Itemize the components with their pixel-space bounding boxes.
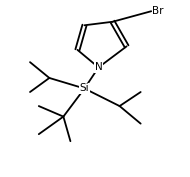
Text: N: N [95, 62, 102, 72]
Text: Br: Br [152, 6, 164, 16]
Text: Si: Si [80, 84, 89, 93]
